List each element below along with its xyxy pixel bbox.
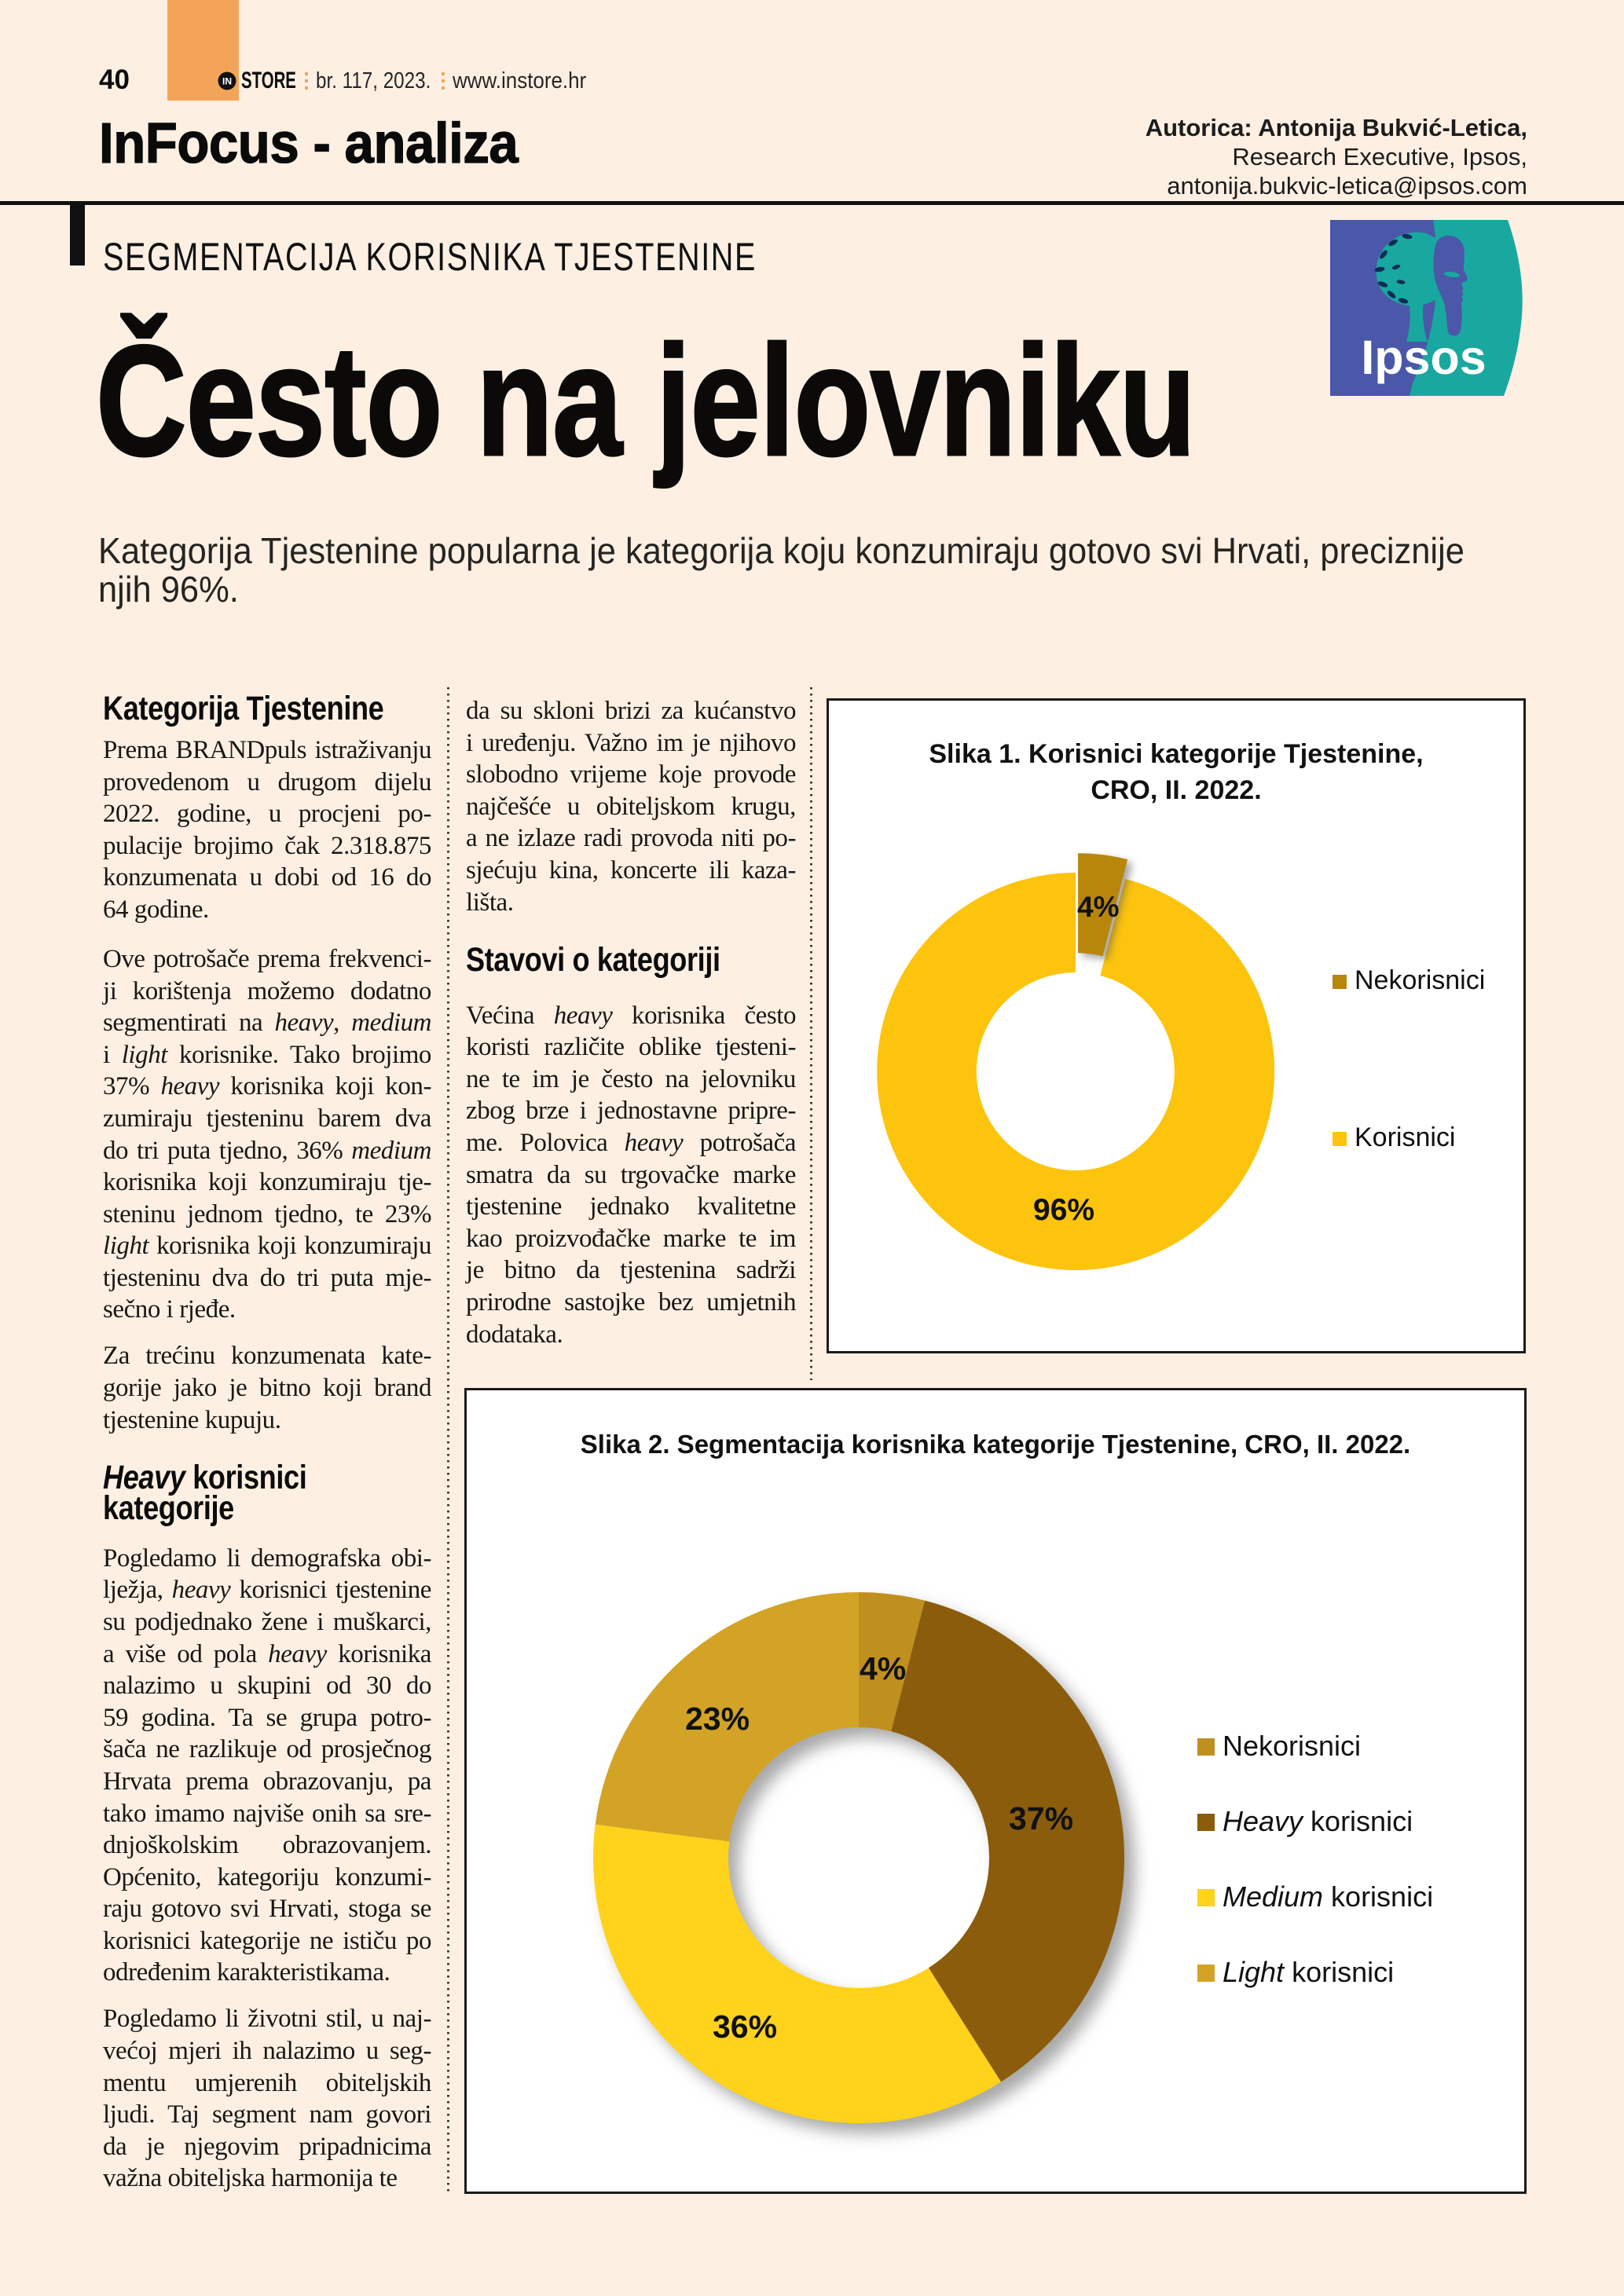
- svg-text:IN: IN: [222, 76, 232, 87]
- svg-text:37%: 37%: [1009, 1800, 1073, 1836]
- svg-text:23%: 23%: [685, 1701, 750, 1737]
- svg-text:Ipsos: Ipsos: [1361, 331, 1486, 384]
- svg-text:36%: 36%: [713, 2009, 777, 2045]
- svg-text:4%: 4%: [860, 1650, 906, 1686]
- svg-text:96%: 96%: [1033, 1193, 1094, 1227]
- svg-text:4%: 4%: [1077, 891, 1119, 923]
